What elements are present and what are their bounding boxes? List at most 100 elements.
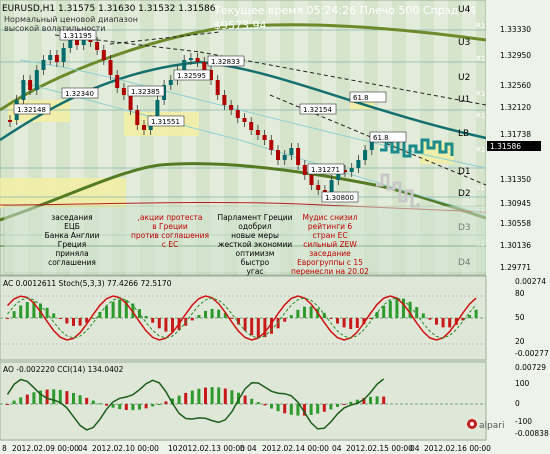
ma-long: [0, 162, 487, 222]
ac-bar: [474, 309, 478, 318]
candle: [336, 170, 341, 180]
ao-bar: [144, 404, 148, 409]
ac-bar: [388, 300, 392, 318]
time-axis-label: 04: [332, 444, 342, 453]
candle: [282, 155, 287, 160]
ac-bar: [415, 307, 419, 318]
ao-bar: [118, 404, 122, 410]
time-axis-label: 04: [78, 444, 88, 453]
ac-bar: [124, 300, 128, 318]
ac-bar: [276, 318, 280, 329]
ma-upper: [0, 23, 487, 112]
ao-bar: [91, 400, 95, 404]
symbol-label: EURUSD,H1: [2, 4, 55, 14]
ac-bar: [171, 318, 174, 333]
candle: [61, 48, 66, 62]
annotation-line: угас: [246, 267, 263, 276]
ac-bar: [250, 318, 254, 336]
candle: [202, 62, 207, 70]
candle: [255, 130, 260, 135]
candle: [349, 168, 354, 172]
annotation-line: стран ЕС: [312, 231, 347, 240]
candle: [115, 75, 120, 88]
level-tag: D2: [458, 189, 471, 199]
price-box: [13, 103, 51, 115]
annotation-line: сильный ZEW: [303, 240, 357, 249]
ao-bar: [296, 404, 300, 416]
ao-bar: [223, 388, 227, 404]
price-boxes: 1.31195 1.32148 1.32340 1.32385 1.31551 1.325…: [13, 29, 407, 203]
indicator2-axis-label: -100: [515, 417, 532, 426]
ao-bar: [85, 397, 89, 404]
candle: [168, 80, 173, 85]
candle: [262, 135, 267, 140]
ac-bar: [421, 313, 425, 318]
price-box-label: 1.32148: [17, 106, 46, 114]
ac-bar: [402, 298, 405, 318]
ac-bar: [91, 317, 95, 319]
ao-bar: [204, 387, 207, 404]
price-box-label: 1.30800: [325, 194, 354, 202]
alpari-logo: alpari: [467, 419, 504, 431]
time-axis-label: 2012.02.16 00:00: [424, 444, 491, 453]
ac-bar: [131, 303, 135, 318]
ao-bar: [237, 392, 240, 404]
level-tag: U3: [458, 38, 470, 48]
ac-bar: [270, 318, 273, 334]
ac-bar: [237, 318, 240, 325]
ac-bar: [19, 305, 23, 318]
candle: [289, 148, 294, 155]
price-axis-label: 1.31738: [500, 130, 531, 139]
annotation-line: в Греции: [152, 222, 188, 231]
annotation-line: соглашения: [48, 258, 96, 267]
price-axis-label: 1.32950: [500, 51, 531, 60]
candle: [276, 150, 280, 160]
ao-bar: [111, 404, 115, 408]
ac-bar: [283, 318, 287, 322]
time-axis-label: 10: [168, 444, 178, 453]
candle: [41, 60, 46, 70]
ac-bar: [303, 306, 306, 318]
level-tag: LB: [458, 129, 469, 139]
price-box: [59, 29, 97, 41]
ac-bar: [349, 318, 353, 330]
ao-bar: [256, 402, 260, 404]
ao-bar: [230, 390, 234, 404]
time-axis: [0, 441, 550, 454]
ac-bar: [32, 301, 36, 318]
ac-bar: [408, 301, 412, 318]
ao-bar: [78, 395, 82, 404]
time-axis-label: 2012.02.14 00:00: [262, 444, 329, 453]
current-price-label: 1.31586: [490, 142, 521, 151]
ao-bar: [52, 389, 56, 404]
time-axis-label: 2012.02.13 00:00: [178, 444, 245, 453]
time-axis-label: 2012.02.15 00:00: [346, 444, 413, 453]
candle: [296, 148, 301, 165]
ao-bar: [303, 404, 306, 416]
ao-bar: [138, 404, 141, 410]
price-box-label: 1.32595: [177, 72, 206, 80]
candle: [155, 100, 160, 120]
ao-bar: [65, 391, 69, 404]
price-box-label: 1.31271: [311, 166, 340, 174]
ac-bar: [6, 318, 9, 319]
indicator1-axis-label: 20: [515, 337, 525, 346]
ac-bar: [144, 315, 148, 318]
candle: [195, 58, 200, 62]
ac-bar: [230, 318, 234, 319]
ac-bar: [65, 318, 69, 324]
ac-bar: [98, 311, 102, 318]
ac-bar: [468, 314, 471, 318]
candle: [54, 55, 59, 62]
candle: [269, 140, 274, 150]
ao-bar: [243, 395, 247, 404]
ac-bar: [375, 312, 379, 318]
price-axis-label: 1.32560: [500, 81, 531, 90]
ao-bar: [157, 404, 161, 405]
ac-bar: [151, 318, 155, 323]
ac-bar: [289, 315, 293, 318]
candle: [108, 60, 113, 75]
indicator2-axis-label: 0.00729: [515, 363, 546, 372]
